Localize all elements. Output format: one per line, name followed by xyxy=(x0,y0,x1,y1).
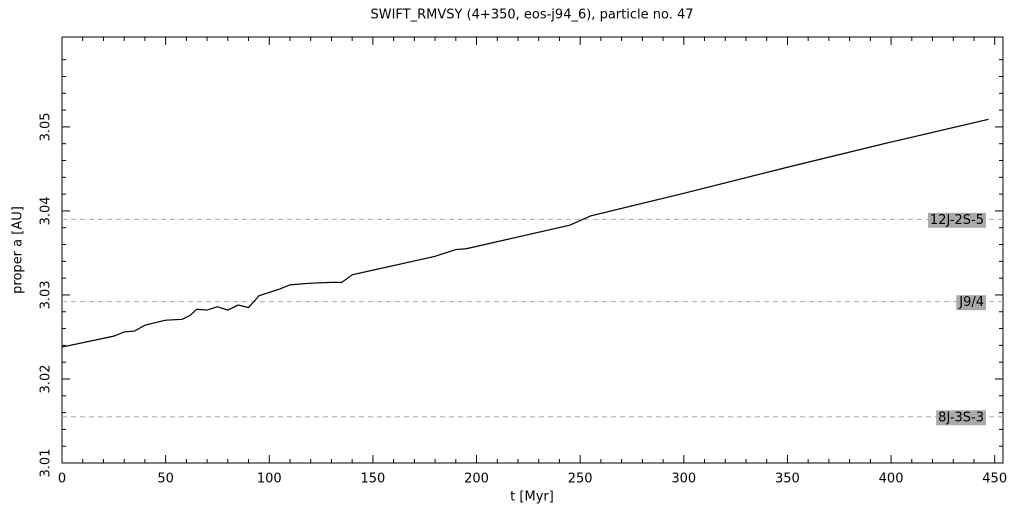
reference-label: 8J-3S-3 xyxy=(938,410,984,425)
reference-label: 12J-2S-5 xyxy=(930,213,984,228)
y-tick-label: 3.02 xyxy=(39,364,54,393)
x-tick-label: 350 xyxy=(775,472,800,487)
x-tick-label: 50 xyxy=(157,472,174,487)
y-tick-label: 3.03 xyxy=(39,280,54,309)
x-tick-label: 250 xyxy=(568,472,593,487)
x-tick-label: 300 xyxy=(671,472,696,487)
x-tick-label: 0 xyxy=(58,472,66,487)
reference-label-box xyxy=(956,295,986,311)
y-axis-label: proper a [AU] xyxy=(11,206,26,294)
data-line xyxy=(61,118,989,348)
y-tick-label: 3.04 xyxy=(39,196,54,225)
x-tick-label: 450 xyxy=(982,472,1007,487)
chart-title: SWIFT_RMVSY (4+350, eos-j94_6), particle… xyxy=(370,8,693,23)
reference-label-box xyxy=(927,212,986,228)
reference-label-box xyxy=(936,410,986,426)
reference-label: J9/4 xyxy=(958,295,984,310)
x-axis-label: t [Myr] xyxy=(510,490,554,505)
x-tick-label: 100 xyxy=(257,472,282,487)
y-tick-label: 3.01 xyxy=(39,449,54,478)
plot-frame xyxy=(61,36,1004,464)
y-tick-label: 3.05 xyxy=(39,112,54,141)
x-tick-label: 150 xyxy=(360,472,385,487)
x-tick-label: 400 xyxy=(879,472,904,487)
x-tick-label: 200 xyxy=(464,472,489,487)
